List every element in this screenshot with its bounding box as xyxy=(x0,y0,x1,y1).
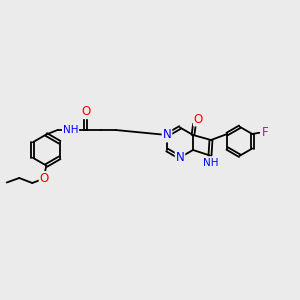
Text: NH: NH xyxy=(63,125,78,135)
Text: O: O xyxy=(81,105,90,118)
Text: O: O xyxy=(194,112,203,125)
Text: NH: NH xyxy=(203,158,219,167)
Text: F: F xyxy=(262,126,268,139)
Text: N: N xyxy=(163,128,171,142)
Text: O: O xyxy=(40,172,49,185)
Text: N: N xyxy=(176,151,184,164)
